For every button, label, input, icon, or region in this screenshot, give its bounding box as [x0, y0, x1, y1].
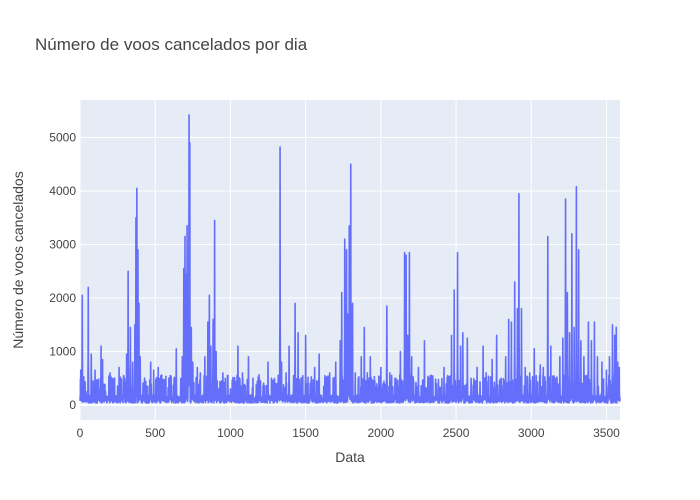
y-tick-label: 4000: [49, 184, 76, 198]
x-tick-label: 0: [77, 426, 84, 440]
x-tick-label: 1000: [217, 426, 244, 440]
y-tick-label: 3000: [49, 237, 76, 251]
y-axis-ticks: 0 1000 2000 3000 4000 5000: [49, 130, 76, 412]
y-axis-title: Número de voos cancelados: [10, 171, 26, 348]
y-tick-label: 5000: [49, 130, 76, 144]
y-tick-label: 0: [69, 398, 76, 412]
y-tick-label: 1000: [49, 345, 76, 359]
x-tick-label: 3500: [593, 426, 620, 440]
x-tick-label: 2000: [367, 426, 394, 440]
y-tick-label: 2000: [49, 291, 76, 305]
x-tick-label: 2500: [443, 426, 470, 440]
x-axis-title: Data: [335, 449, 365, 465]
x-tick-label: 1500: [292, 426, 319, 440]
x-tick-label: 3000: [518, 426, 545, 440]
x-axis-ticks: 0 500 1000 1500 2000 2500 3000 3500: [77, 426, 620, 440]
series-line: [79, 114, 621, 404]
chart-title: Número de voos cancelados por dia: [35, 35, 308, 54]
x-tick-label: 500: [145, 426, 165, 440]
